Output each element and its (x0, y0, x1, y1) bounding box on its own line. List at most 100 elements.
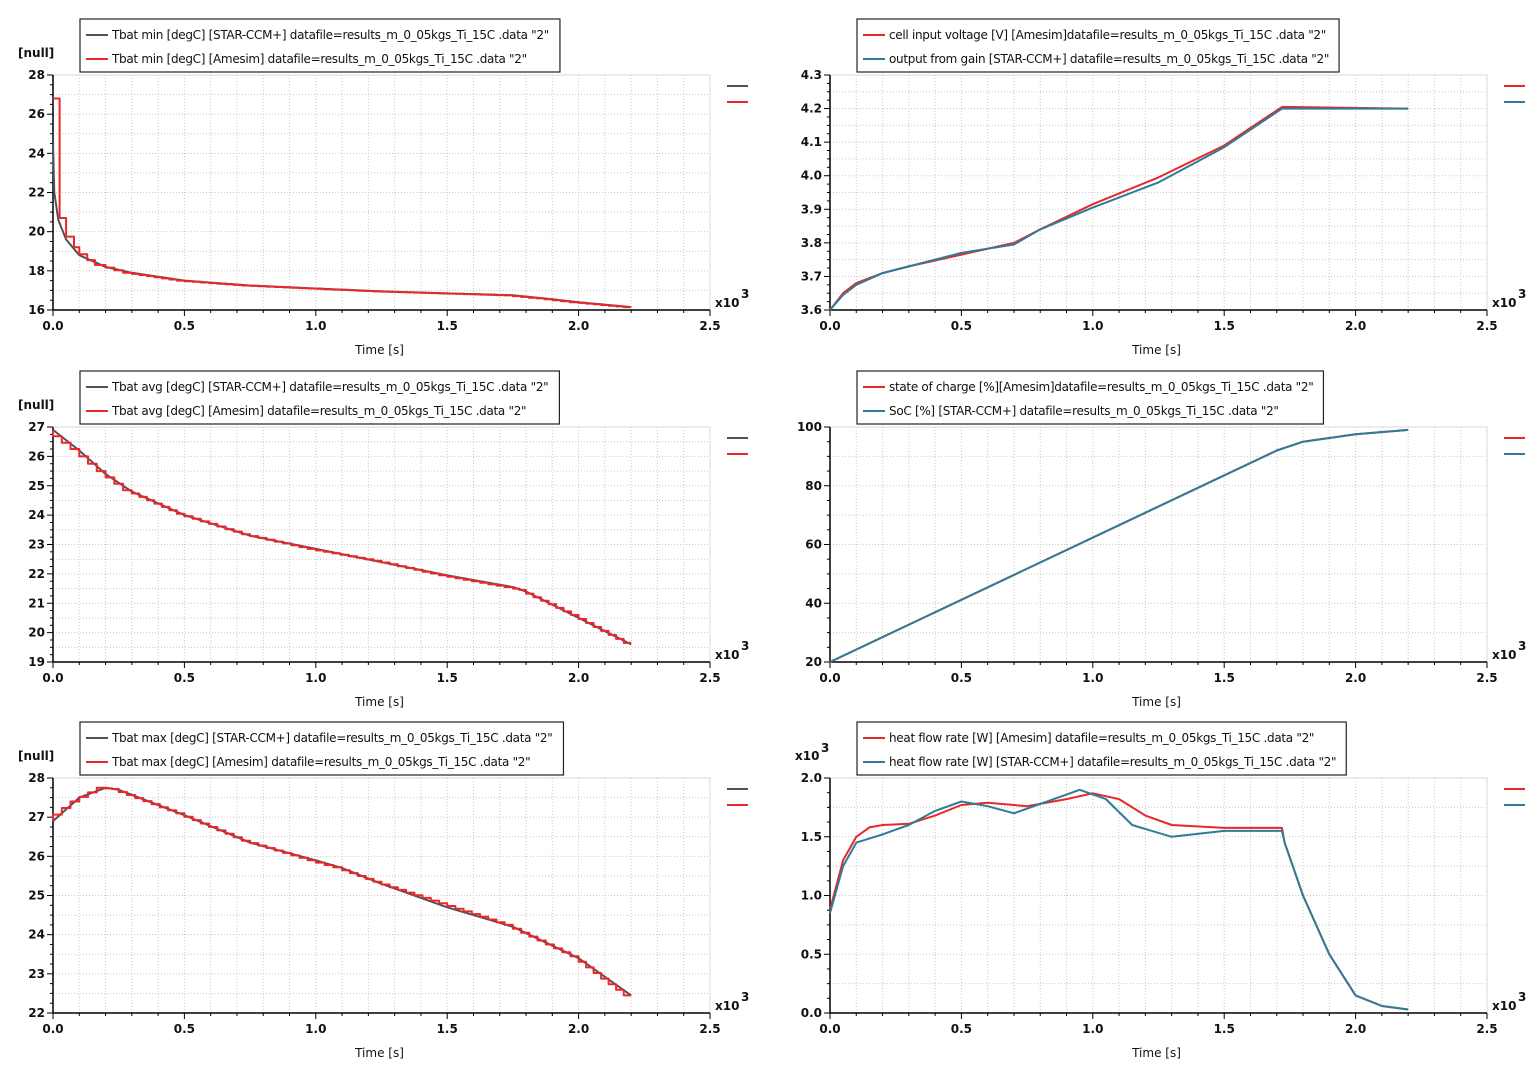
series-line-2 (53, 97, 632, 309)
x-tick-label: 0.0 (819, 1022, 840, 1036)
chart-panel-6: 0.0 0.5 1.0 1.5 2.0 2.5 0.0 0.5 1.0 1.5 2.0 Time [s… (795, 721, 1526, 1060)
x-tick-label: 2.0 (1345, 319, 1366, 333)
x-tick-label: 2.5 (699, 319, 720, 333)
chart-panel-1: 0.0 0.5 1.0 1.5 2.0 2.5 16 18 20 22 24 26 28 Time [s]… (18, 18, 749, 357)
legend-entry: output from gain [STAR-CCM+] datafile=re… (889, 52, 1329, 66)
y-tick-label: 27 (28, 810, 45, 824)
y-tick-label: 25 (28, 479, 45, 493)
y-tick-label: 28 (28, 68, 45, 82)
x-tick-label: 0.0 (819, 671, 840, 685)
x-tick-label: 1.5 (1214, 319, 1235, 333)
y-tick-label: 20 (28, 626, 45, 640)
x-tick-label: 2.5 (699, 1022, 720, 1036)
x-exponent-power: 3 (741, 639, 749, 653)
legend-entry: Tbat avg [degC] [Amesim] datafile=result… (111, 404, 526, 418)
y-tick-label: 60 (805, 538, 822, 552)
y-tick-label: 100 (797, 420, 822, 434)
y-tick-label: 19 (28, 655, 45, 669)
plot-area (52, 426, 711, 663)
series-line-2 (52, 786, 632, 997)
x-tick-label: 1.5 (1214, 671, 1235, 685)
x-tick-label: 0.5 (174, 1022, 195, 1036)
legend-box (79, 721, 565, 776)
x-axis-label: Time [s] (354, 1046, 404, 1060)
x-tick-label: 2.5 (1476, 671, 1497, 685)
y-tick-label: 3.8 (801, 236, 822, 250)
y-axis-label: [null] (18, 749, 54, 763)
y-tick-label: 0.5 (801, 947, 822, 961)
legend: heat flow rate [W] [Amesim] datafile=res… (856, 721, 1347, 776)
x-tick-label: 0.5 (174, 671, 195, 685)
legend-entry: cell input voltage [V] [Amesim]datafile=… (889, 28, 1326, 42)
legend-box (856, 721, 1347, 776)
x-tick-label: 2.5 (1476, 1022, 1497, 1036)
x-exponent: x10 (1492, 648, 1516, 662)
plot-area (829, 777, 1488, 1014)
x-tick-label: 2.0 (1345, 671, 1366, 685)
y-tick-label: 26 (28, 449, 45, 463)
legend-entry: SoC [%] [STAR-CCM+] datafile=results_m_0… (889, 404, 1279, 418)
y-tick-label: 20 (805, 655, 822, 669)
x-tick-label: 0.0 (42, 1022, 63, 1036)
x-axis-label: Time [s] (354, 695, 404, 709)
x-exponent: x10 (1492, 296, 1516, 310)
x-exponent: x10 (1492, 999, 1516, 1013)
plot-area (52, 74, 711, 311)
x-tick-label: 1.5 (437, 671, 458, 685)
y-tick-label: 3.9 (801, 202, 822, 216)
y-tick-label: 1.0 (801, 889, 822, 903)
x-exponent-power: 3 (741, 287, 749, 301)
x-exponent-power: 3 (1518, 639, 1526, 653)
y-tick-label: 22 (28, 1006, 45, 1020)
x-tick-label: 1.0 (1082, 319, 1103, 333)
legend-box (856, 370, 1325, 425)
legend-box (79, 370, 561, 425)
legend: Tbat min [degC] [STAR-CCM+] datafile=res… (79, 18, 561, 73)
y-tick-label: 4.3 (801, 68, 822, 82)
y-tick-label: 25 (28, 889, 45, 903)
y-tick-label: 22 (28, 186, 45, 200)
x-exponent: x10 (715, 296, 739, 310)
x-tick-label: 0.0 (42, 319, 63, 333)
y-tick-label: 28 (28, 771, 45, 785)
y-tick-label: 80 (805, 479, 822, 493)
x-axis-label: Time [s] (1131, 343, 1181, 357)
legend-entry: Tbat min [degC] [Amesim] datafile=result… (111, 52, 527, 66)
legend-box (856, 18, 1340, 73)
x-tick-label: 1.0 (1082, 671, 1103, 685)
y-tick-label: 16 (28, 303, 45, 317)
legend-entry: Tbat min [degC] [STAR-CCM+] datafile=res… (111, 28, 549, 42)
series-line-1 (829, 105, 1409, 311)
y-tick-label: 26 (28, 849, 45, 863)
x-tick-label: 2.0 (1345, 1022, 1366, 1036)
legend-entry: heat flow rate [W] [STAR-CCM+] datafile=… (889, 755, 1336, 769)
y-tick-label: 20 (28, 225, 45, 239)
legend-entry: Tbat max [degC] [STAR-CCM+] datafile=res… (111, 731, 552, 745)
y-tick-label: 26 (28, 107, 45, 121)
x-tick-label: 1.0 (305, 1022, 326, 1036)
y-tick-label: 3.7 (801, 269, 822, 283)
y-tick-label: 21 (28, 596, 45, 610)
x-tick-label: 2.5 (699, 671, 720, 685)
series-line-2 (52, 429, 632, 644)
y-tick-label: 1.5 (801, 830, 822, 844)
x-exponent: x10 (715, 999, 739, 1013)
y-tick-label: 24 (28, 928, 45, 942)
y-tick-label: 18 (28, 264, 45, 278)
x-exponent-power: 3 (1518, 990, 1526, 1004)
plot-area (829, 426, 1488, 663)
y-exponent-power: 3 (821, 741, 829, 755)
x-exponent: x10 (715, 648, 739, 662)
x-tick-label: 0.0 (42, 671, 63, 685)
x-axis-label: Time [s] (1131, 1046, 1181, 1060)
x-tick-label: 1.5 (437, 1022, 458, 1036)
y-axis-label: x10 (795, 749, 819, 763)
x-tick-label: 2.0 (568, 319, 589, 333)
y-tick-label: 24 (28, 146, 45, 160)
legend-box (79, 18, 561, 73)
y-tick-label: 4.2 (801, 102, 822, 116)
x-tick-label: 2.0 (568, 1022, 589, 1036)
x-tick-label: 2.5 (1476, 319, 1497, 333)
chart-panel-5: 0.0 0.5 1.0 1.5 2.0 2.5 22 23 24 25 26 27 28 Time [s]… (18, 721, 749, 1060)
